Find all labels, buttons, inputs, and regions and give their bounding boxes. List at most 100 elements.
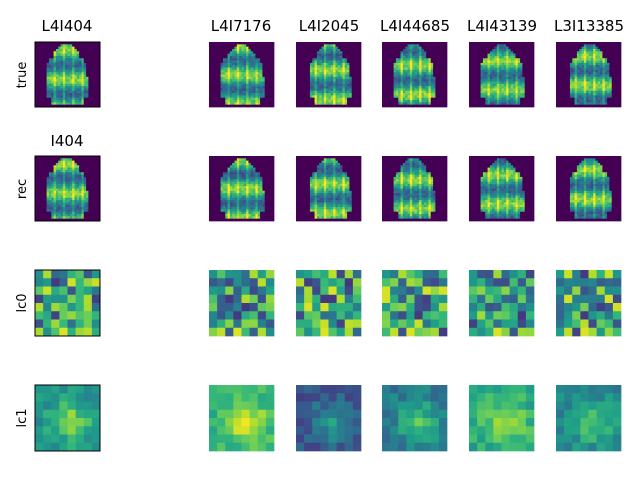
heatmap-cell: [88, 100, 92, 103]
heatmap-cell: [86, 58, 89, 61]
heatmap-cell: [335, 218, 339, 222]
heatmap-cell: [83, 62, 87, 66]
heatmap-cell: [316, 53, 320, 57]
heatmap-cell: [337, 179, 341, 182]
heatmap-cell: [43, 311, 52, 320]
heatmap-cell: [264, 190, 268, 194]
heatmap-cell: [316, 190, 320, 194]
heatmap-cell: [41, 214, 45, 217]
heatmap-cell: [271, 172, 275, 175]
heatmap-cell: [83, 95, 87, 99]
heatmap-cell: [328, 202, 332, 206]
heatmap-cell: [67, 160, 71, 164]
heatmap-cell: [347, 58, 350, 61]
heatmap-cell: [55, 60, 59, 64]
heatmap-cell: [67, 172, 71, 175]
heatmap-cell: [249, 319, 259, 329]
heatmap-cell: [236, 204, 240, 208]
heatmap-cell: [302, 183, 306, 187]
heatmap-cell: [74, 176, 78, 180]
heatmap-cell: [243, 76, 247, 80]
heatmap-cell: [269, 209, 273, 213]
heatmap-cell: [264, 202, 268, 206]
heatmap-cell: [344, 162, 348, 166]
heatmap-cell: [243, 165, 247, 168]
heatmap-cell: [53, 216, 57, 220]
heatmap-cell: [86, 179, 89, 182]
heatmap-cell: [37, 202, 40, 206]
heatmap-cell: [35, 69, 38, 73]
heatmap-cell: [347, 190, 350, 194]
heatmap-cell: [218, 93, 221, 96]
heatmap-cell: [262, 55, 266, 59]
heatmap-cell: [86, 55, 89, 59]
heatmap-cell: [48, 55, 52, 59]
heatmap-cell: [314, 102, 318, 106]
heatmap-cell: [41, 193, 45, 196]
heatmap-cell: [86, 104, 89, 108]
heatmap-cell: [267, 200, 270, 203]
heatmap-cell: [35, 434, 44, 444]
heatmap-cell: [74, 216, 78, 220]
heatmap-cell: [307, 81, 311, 85]
heatmap-cell: [351, 90, 355, 94]
heatmap-cell: [58, 90, 61, 94]
heatmap-cell: [97, 95, 101, 99]
heatmap-cell: [67, 97, 71, 101]
heatmap-cell: [248, 97, 252, 101]
heatmap-cell: [302, 207, 306, 210]
heatmap-cell: [218, 183, 221, 187]
heatmap-cell: [255, 48, 259, 52]
heatmap-cell: [255, 195, 259, 199]
heatmap-cell: [39, 81, 43, 85]
heatmap-cell: [229, 86, 233, 89]
heatmap-cell: [296, 172, 299, 175]
heatmap-cell: [93, 95, 96, 99]
heatmap-cell: [298, 207, 301, 210]
heatmap-cell: [35, 278, 44, 287]
heatmap-cell: [262, 167, 266, 171]
heatmap-cell: [326, 51, 329, 54]
heatmap-cell: [253, 186, 256, 189]
heatmap-cell: [257, 58, 261, 61]
heatmap-cell: [37, 44, 40, 47]
heatmap-cell: [319, 209, 322, 213]
heatmap-cell: [58, 207, 61, 210]
heatmap-cell: [222, 65, 226, 68]
heatmap-cell: [351, 207, 355, 210]
heatmap-cell: [209, 160, 212, 164]
heatmap-cell: [336, 270, 346, 279]
heatmap-cell: [250, 156, 254, 159]
heatmap-cell: [67, 55, 71, 59]
heatmap-cell: [213, 104, 217, 108]
heatmap-cell: [269, 104, 273, 108]
heatmap-cell: [211, 162, 214, 166]
heatmap-cell: [243, 200, 247, 203]
heatmap-cell: [312, 46, 315, 50]
heatmap-cell: [253, 167, 256, 171]
heatmap-cell: [46, 62, 50, 66]
heatmap-cell: [60, 97, 64, 101]
heatmap-cell: [69, 79, 73, 82]
heatmap-cell: [72, 216, 75, 220]
heatmap-cell: [209, 97, 212, 101]
heatmap-cell: [74, 218, 78, 222]
heatmap-cell: [296, 162, 299, 166]
heatmap-cell: [326, 195, 329, 199]
heatmap-cell: [83, 158, 87, 161]
heatmap-cell: [88, 69, 92, 73]
heatmap-cell: [211, 69, 214, 73]
heatmap-cell: [326, 46, 329, 50]
heatmap-cell: [218, 162, 221, 166]
heatmap-cell: [81, 156, 85, 159]
heatmap-cell: [220, 211, 224, 215]
heatmap-cell: [44, 211, 47, 215]
heatmap-cell: [269, 86, 273, 89]
heatmap-cell: [340, 83, 343, 87]
heatmap-cell: [58, 81, 61, 85]
heatmap-cell: [220, 169, 224, 173]
heatmap-cell: [305, 86, 308, 89]
heatmap-cell: [305, 209, 308, 213]
heatmap-cell: [326, 211, 329, 215]
heatmap-cell: [347, 42, 350, 45]
